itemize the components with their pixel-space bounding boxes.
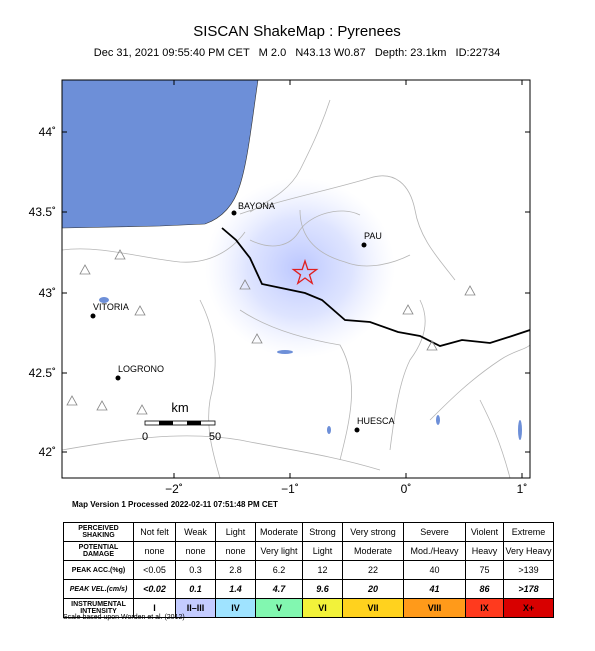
- legend-cell: VII: [342, 598, 404, 618]
- scale-unit: km: [171, 400, 188, 415]
- scale-label: 50: [209, 431, 221, 443]
- row-header: POTENTIAL DAMAGE: [63, 541, 134, 561]
- legend-cell: none: [133, 541, 176, 561]
- legend-row: PEAK ACC.(%g) <0.05 0.3 2.8 6.2 12 22 40 75 >139: [63, 560, 554, 580]
- legend-cell: >139: [503, 560, 554, 580]
- legend-cell: 41: [403, 579, 466, 599]
- legend-cell: IX: [465, 598, 504, 618]
- legend-cell: II–III: [175, 598, 216, 618]
- shakemap: SISCAN ShakeMap : Pyrenees Dec 31, 2021 …: [29, 23, 531, 509]
- legend-cell: Heavy: [465, 541, 504, 561]
- city-dot: [90, 313, 96, 319]
- legend-cell: 12: [302, 560, 343, 580]
- legend-cell: 86: [465, 579, 504, 599]
- legend-cell: Not felt: [133, 522, 176, 542]
- legend-cell: Weak: [175, 522, 216, 542]
- legend-cell: 4.7: [255, 579, 303, 599]
- legend-cell: Moderate: [342, 541, 404, 561]
- lat-label: 42˚: [39, 445, 56, 459]
- legend-cell: Very strong: [342, 522, 404, 542]
- legend-cell: Light: [215, 522, 256, 542]
- legend-row: PERCEIVED SHAKING Not felt Weak Light Modera…: [63, 522, 554, 542]
- legend-cell: V: [255, 598, 303, 618]
- legend-row: PEAK VEL.(cm/s) <0.02 0.1 1.4 4.7 9.6 20 41 86 >1…: [63, 579, 554, 599]
- scale-bar: km 0 50: [142, 400, 221, 443]
- lat-label: 42.5˚: [29, 366, 56, 380]
- lon-label: 1˚: [517, 482, 528, 496]
- legend-cell: 1.4: [215, 579, 256, 599]
- legend-cell: <0.02: [133, 579, 176, 599]
- legend-cell: Light: [302, 541, 343, 561]
- legend-cell: X+: [503, 598, 554, 618]
- credit: Scale based upon Worden et al. (2012): [63, 614, 185, 621]
- row-header: PEAK VEL.(cm/s): [63, 579, 134, 599]
- row-header: PEAK ACC.(%g): [63, 560, 134, 580]
- legend-cell: 0.1: [175, 579, 216, 599]
- map-area: [62, 80, 530, 478]
- lat-label: 43˚: [39, 286, 56, 300]
- legend-cell: 6.2: [255, 560, 303, 580]
- epicenter: [291, 258, 319, 286]
- legend-cell: Moderate: [255, 522, 303, 542]
- legend-cell: Violent: [465, 522, 504, 542]
- city-label: BAYONA: [238, 201, 275, 211]
- city-dot: [354, 427, 360, 433]
- legend-cell: 2.8: [215, 560, 256, 580]
- city-label: HUESCA: [357, 416, 395, 426]
- legend-cell: I: [133, 598, 176, 618]
- city-label: VITORIA: [93, 302, 129, 312]
- rivers: [62, 99, 530, 478]
- ocean: [62, 80, 259, 229]
- legend-row: INSTRUMENTAL INTENSITY I II–III IV V VI VII VII…: [63, 598, 554, 618]
- lat-label: 44˚: [39, 125, 56, 139]
- legend-cell: >178: [503, 579, 554, 599]
- city-dot: [115, 375, 121, 381]
- legend-cell: 9.6: [302, 579, 343, 599]
- legend-cell: IV: [215, 598, 256, 618]
- legend-row: POTENTIAL DAMAGE none none none Very light Li…: [63, 541, 554, 561]
- lakes: [99, 297, 522, 440]
- legend-cell: 0.3: [175, 560, 216, 580]
- city-dot: [231, 210, 237, 216]
- legend-cell: 20: [342, 579, 404, 599]
- legend-cell: VI: [302, 598, 343, 618]
- map-title: SISCAN ShakeMap : Pyrenees: [193, 23, 401, 40]
- legend-cell: 75: [465, 560, 504, 580]
- border: [221, 227, 530, 347]
- intensity-legend: PERCEIVED SHAKING Not felt Weak Light Modera…: [63, 522, 554, 618]
- legend-cell: none: [175, 541, 216, 561]
- map-subtitle: Dec 31, 2021 09:55:40 PM CET M 2.0 N43.1…: [94, 47, 500, 59]
- city-dot: [361, 242, 367, 248]
- legend-cell: Very light: [255, 541, 303, 561]
- lon-label: −1˚: [281, 482, 299, 496]
- scale-label: 0: [142, 431, 148, 443]
- legend-cell: Mod./Heavy: [403, 541, 466, 561]
- lon-label: −2˚: [165, 482, 183, 496]
- legend-cell: <0.05: [133, 560, 176, 580]
- stations: [66, 249, 476, 415]
- map-frame: [61, 79, 531, 479]
- legend-cell: Very Heavy: [503, 541, 554, 561]
- legend-cell: VIII: [403, 598, 466, 618]
- city-label: LOGRONO: [118, 364, 164, 374]
- legend-cell: Severe: [403, 522, 466, 542]
- legend-cell: 22: [342, 560, 404, 580]
- map-footnote: Map Version 1 Processed 2022-02-11 07:51…: [72, 500, 278, 509]
- lon-label: 0˚: [401, 482, 412, 496]
- row-header: PERCEIVED SHAKING: [63, 522, 134, 542]
- legend-cell: Strong: [302, 522, 343, 542]
- shaking-intensity: [205, 178, 395, 358]
- legend-cell: 40: [403, 560, 466, 580]
- legend-cell: Extreme: [503, 522, 554, 542]
- city-label: PAU: [364, 231, 382, 241]
- lat-label: 43.5˚: [29, 205, 56, 219]
- legend-cell: none: [215, 541, 256, 561]
